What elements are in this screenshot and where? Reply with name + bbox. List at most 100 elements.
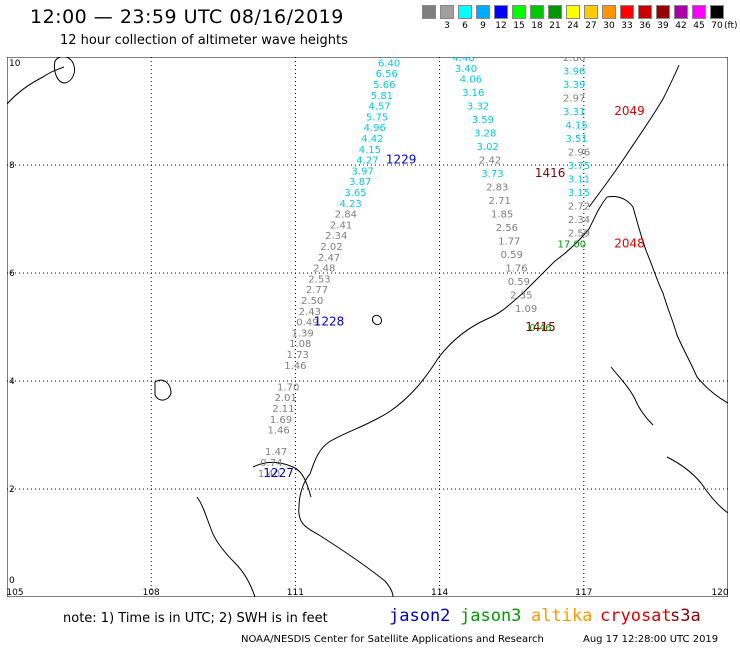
wave-height-value: 2.96 (568, 148, 590, 159)
lon-tick-label: 114 (431, 588, 448, 597)
wave-height-value: 4.15 (359, 145, 381, 156)
wave-height-value: 4.27 (356, 156, 378, 167)
pass-time-label: 1229 (386, 153, 417, 167)
wave-height-value: 2.35 (510, 291, 532, 302)
wave-height-value: 2.77 (306, 285, 328, 296)
wave-height-value: 1.46 (267, 426, 289, 437)
wave-height-value: 4.15 (565, 121, 587, 132)
wave-height-value: 1.08 (289, 339, 311, 350)
wave-height-value: 1.47 (265, 447, 287, 458)
wave-height-value: 17.00 (557, 239, 586, 250)
scale-swatch (494, 5, 508, 19)
wave-height-value: 1.09 (515, 304, 537, 315)
coastlines (7, 57, 728, 597)
wave-height-value: 2.83 (486, 183, 508, 194)
wave-height-value: 1.69 (270, 415, 292, 426)
wave-height-value: 2.50 (301, 296, 323, 307)
wave-height-value: 5.81 (371, 91, 393, 102)
wave-height-value: 1.77 (498, 237, 520, 248)
wave-height-value: 4.96 (364, 123, 386, 134)
wave-height-value: 4.23 (340, 199, 362, 210)
lat-tick-label: 0 (9, 576, 15, 586)
wave-height-value: 1.40 (258, 469, 280, 480)
pass-time-label: 1228 (314, 315, 345, 329)
wave-height-value: 4.48 (453, 57, 475, 64)
coastline-sarawak-bay (252, 462, 312, 498)
wave-height-value: 2.41 (330, 220, 352, 231)
wave-height-value: 1.85 (491, 210, 513, 221)
scale-tick-label: 39 (657, 21, 669, 31)
wave-height-value: 2.71 (489, 196, 511, 207)
wave-height-value: 2.02 (320, 242, 342, 253)
wave-height-value: 3.40 (455, 64, 477, 75)
scale-swatch (692, 5, 706, 19)
wave-height-value: 2.48 (313, 264, 335, 275)
coastline-sulu-islands (610, 366, 654, 426)
scale-swatch (620, 5, 634, 19)
satellite-legend-cryosat: cryosat (600, 606, 672, 626)
wave-height-value: 0.46 (529, 323, 551, 334)
pass-time-label: 1227 (263, 466, 294, 480)
scale-swatch (584, 5, 598, 19)
coastline-sulawesi (666, 456, 728, 514)
wave-height-value: 1.46 (284, 361, 306, 372)
wave-height-value: 3.51 (565, 134, 587, 145)
coastline-borneo-south (298, 473, 394, 597)
page-subtitle: 12 hour collection of altimeter wave hei… (60, 33, 348, 48)
wave-height-value: 3.02 (477, 142, 499, 153)
wave-height-value: 2.72 (568, 202, 590, 213)
wave-height-value: 4.42 (361, 134, 383, 145)
wave-height-value: 2.42 (479, 156, 501, 167)
scale-tick-label: 24 (567, 21, 579, 31)
scale-tick-label: 27 (585, 21, 597, 31)
scale-tick-label: 12 (495, 21, 507, 31)
map-frame (7, 57, 728, 597)
lon-tick-label: 117 (575, 588, 592, 597)
wave-height-value: 0.74 (260, 458, 282, 469)
wave-height-value: 3.28 (474, 129, 496, 140)
generated-timestamp: Aug 17 12:28:00 UTC 2019 (583, 634, 719, 645)
lon-tick-label: 120 (711, 588, 728, 597)
wave-height-value: 3.32 (467, 102, 489, 113)
scale-tick-label: 3 (444, 21, 450, 31)
wave-height-value: 3.15 (568, 188, 590, 199)
scale-swatch (656, 5, 670, 19)
wave-height-value: 3.16 (462, 88, 484, 99)
scale-swatch (440, 5, 454, 19)
scale-swatch (674, 5, 688, 19)
lat-tick-label: 2 (9, 485, 15, 495)
scale-unit-label: (ft) (724, 21, 738, 31)
wave-height-value: 3.73 (481, 169, 503, 180)
wave-height-value: 2.47 (318, 253, 340, 264)
wave-height-value: 5.66 (373, 80, 395, 91)
wave-height-value: 1.73 (287, 350, 309, 361)
scale-tick-label: 42 (675, 21, 687, 31)
wave-height-value: 2.34 (568, 215, 590, 226)
coastline-kalimantan-west (196, 496, 256, 597)
wave-height-value: 3.59 (472, 115, 494, 126)
wave-height-value: 4.57 (368, 102, 390, 113)
wave-height-value: 6.40 (378, 58, 400, 69)
wave-height-value: 3.39 (563, 80, 585, 91)
wave-height-value: 2.56 (496, 223, 518, 234)
scale-tick-label: 21 (549, 21, 561, 31)
scale-swatch (638, 5, 652, 19)
scale-swatch (548, 5, 562, 19)
lon-tick-label: 105 (7, 588, 24, 597)
satellite-legend-jason2: jason2 (389, 606, 451, 626)
scale-swatch (602, 5, 616, 19)
footer-note: note: 1) Time is in UTC; 2) SWH is in fe… (63, 611, 328, 626)
credit-line: NOAA/NESDIS Center for Satellite Applica… (241, 634, 544, 645)
wave-height-value: 1.39 (291, 328, 313, 339)
coastline-vietnam (7, 66, 65, 105)
coastline-borneo-west (309, 196, 608, 475)
scale-tick-label: 45 (693, 21, 705, 31)
satellite-legend-s3a: s3a (670, 606, 701, 626)
scale-tick-label: 33 (621, 21, 633, 31)
scale-swatch (476, 5, 490, 19)
scale-swatch (458, 5, 472, 19)
scale-swatch (530, 5, 544, 19)
wave-height-value: 2.86 (563, 57, 585, 64)
scale-tick-label: 15 (513, 21, 525, 31)
scale-tick-label: 30 (603, 21, 615, 31)
